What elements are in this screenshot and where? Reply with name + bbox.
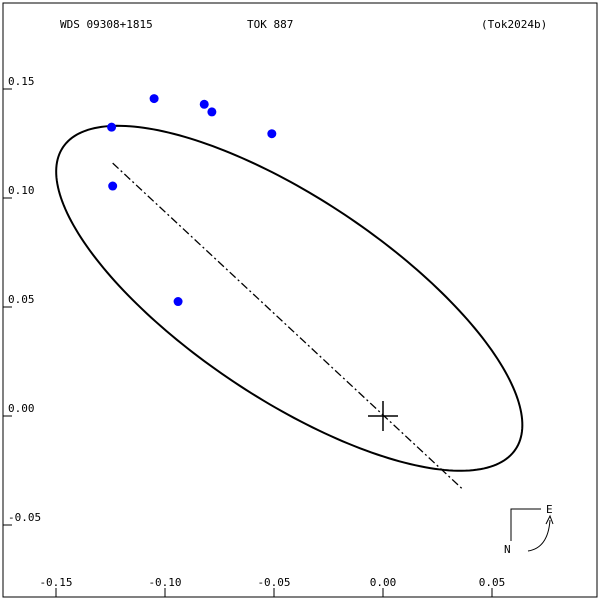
x-tick-label: -0.10 [148, 576, 181, 589]
primary-star-cross [368, 401, 398, 431]
orientation-indicator: E N [504, 503, 554, 556]
observation-point [107, 122, 117, 132]
reference-label: (Tok2024b) [481, 18, 547, 31]
rotation-arrow [527, 519, 551, 552]
north-label: N [504, 543, 511, 556]
x-tick-label: 0.00 [370, 576, 397, 589]
x-tick-label: -0.15 [39, 576, 72, 589]
x-tick-label: 0.05 [479, 576, 506, 589]
wds-id-label: WDS 09308+1815 [60, 18, 153, 31]
observation-point [108, 181, 118, 191]
y-tick-label: -0.05 [8, 511, 41, 524]
observation-points [107, 94, 277, 307]
line-of-nodes [112, 162, 465, 491]
y-tick-label: 0.05 [8, 293, 35, 306]
x-tick-label: -0.05 [257, 576, 290, 589]
y-tick-label: 0.10 [8, 184, 35, 197]
observation-point [199, 99, 209, 109]
observation-point [173, 297, 183, 307]
observation-point [207, 107, 217, 117]
y-tick-label: 0.15 [8, 75, 35, 88]
orbit-ellipse [55, 124, 524, 472]
arrow-head-icon [545, 514, 554, 525]
orientation-axes [510, 508, 541, 541]
y-axis-ticks: 0.15 0.10 0.05 0.00 -0.05 [3, 75, 41, 526]
discoverer-label: TOK 887 [247, 18, 293, 31]
observation-point [149, 94, 159, 104]
y-tick-label: 0.00 [8, 402, 35, 415]
x-axis-ticks: -0.15 -0.10 -0.05 0.00 0.05 [39, 576, 505, 597]
east-label: E [546, 503, 553, 516]
observation-point [267, 129, 277, 139]
